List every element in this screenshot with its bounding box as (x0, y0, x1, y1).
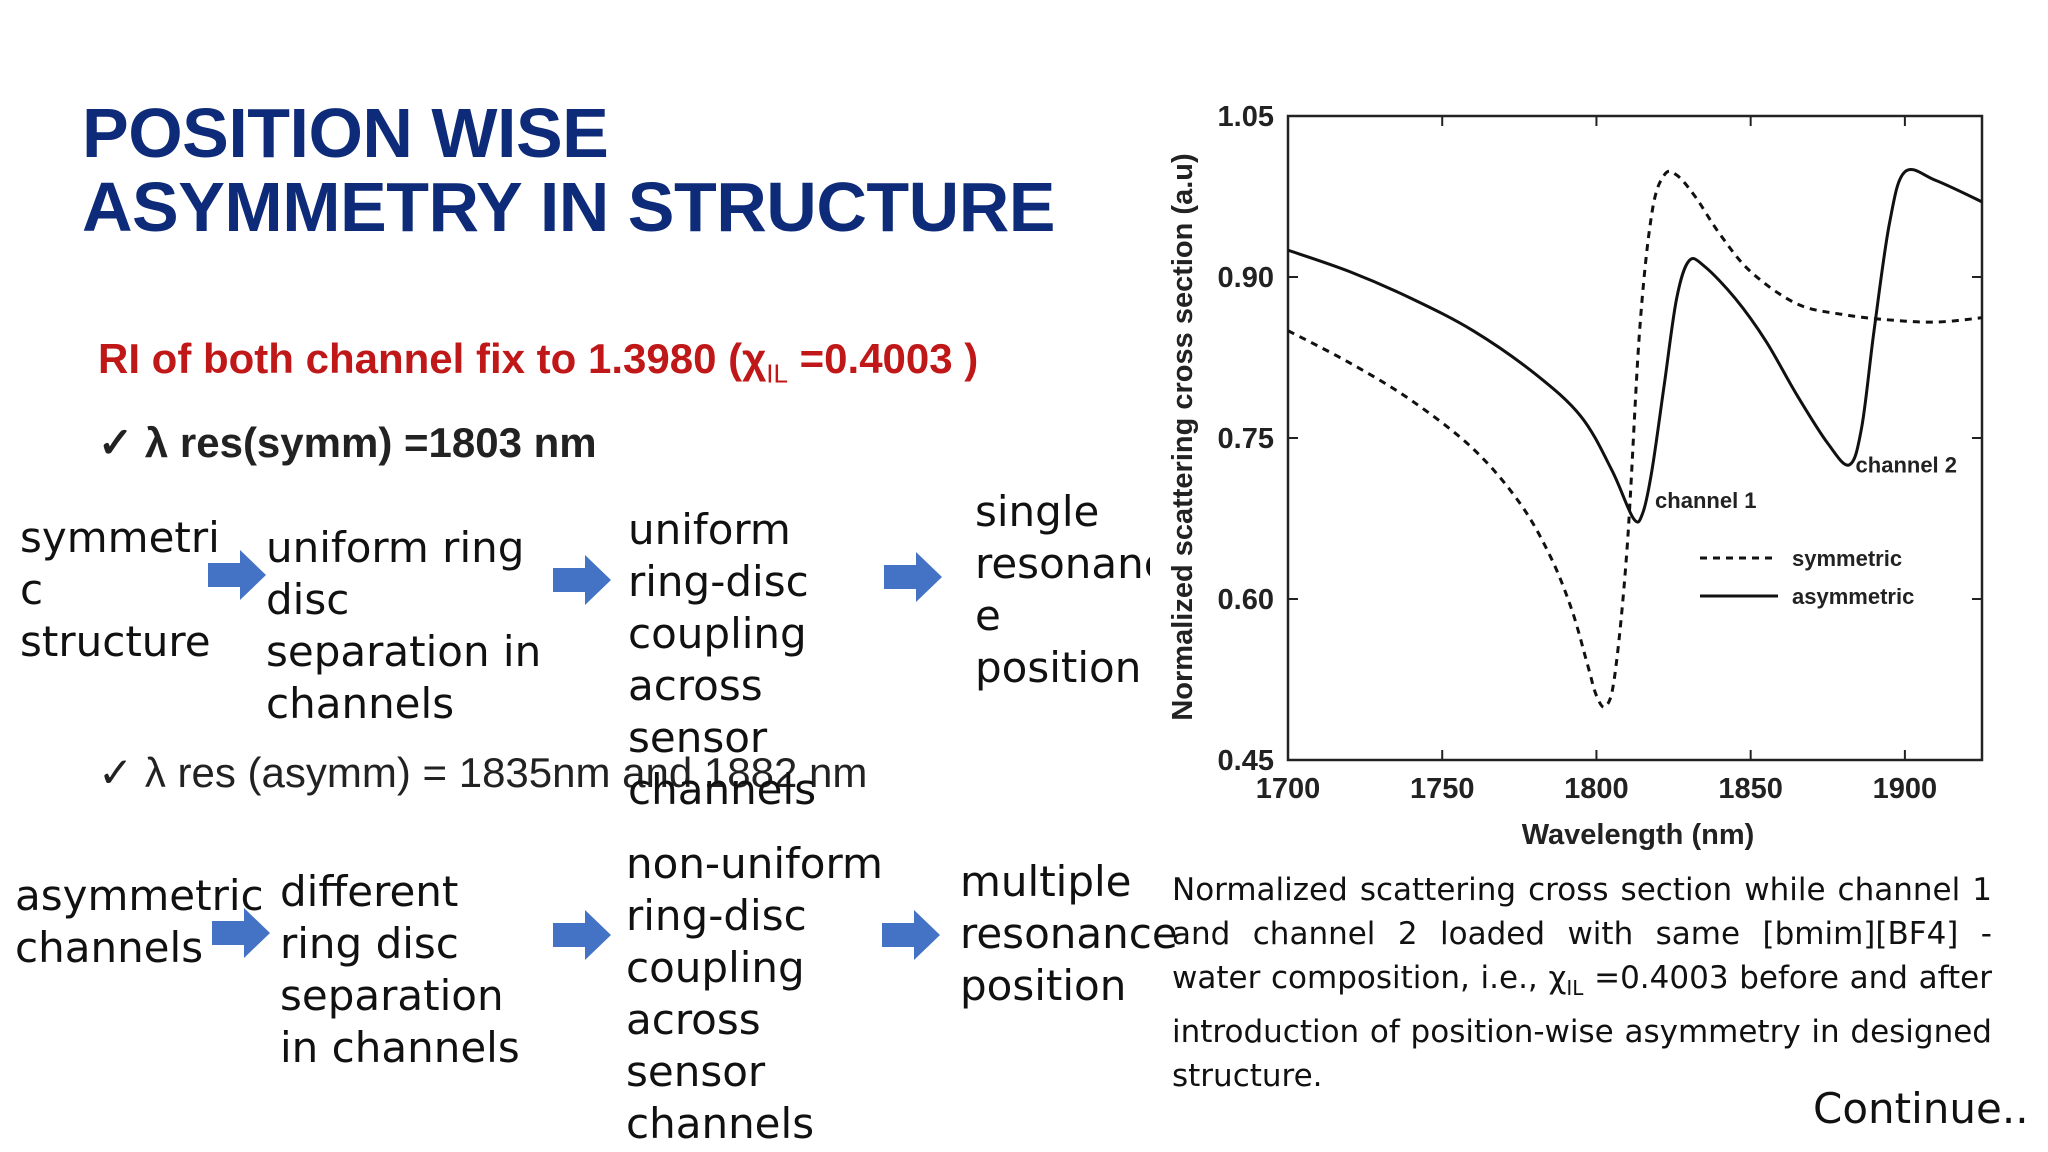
flow-line: e (975, 591, 1001, 640)
check-asymmetric-resonance: ✓ λ res (asymm) = 1835nm and 1882 nm (98, 749, 868, 796)
flow-line: coupling (628, 609, 807, 658)
flow-nonuniform-coupling: non-uniform ring-disc coupling across sensor… (626, 838, 883, 1150)
flow-line: in channels (280, 1023, 520, 1072)
legend-label: asymmetric (1792, 584, 1914, 609)
flow-line: multiple (960, 857, 1132, 906)
flow-arrow-icon (882, 910, 940, 960)
annotation-label: channel 1 (1655, 488, 1756, 513)
ri-suffix: =0.4003 ) (787, 335, 979, 382)
scattering-chart: 1700 1750 1800 1850 1900 0.45 0.60 0.75 0.90 1.05… (1167, 101, 1984, 851)
ri-prefix: RI of both channel fix to 1.3980 (χ (98, 335, 767, 382)
flow-line: position (960, 961, 1127, 1010)
flow-line: resonanc (975, 539, 1150, 588)
flow-arrow-icon (884, 552, 942, 602)
y-tick-label: 0.60 (1218, 584, 1274, 616)
legend-label: symmetric (1792, 546, 1902, 571)
title-line-1: POSITION WISE (82, 94, 609, 172)
flow-line: single (975, 487, 1100, 536)
flow-arrow-icon (553, 910, 611, 960)
flow-line: channels (266, 679, 455, 728)
x-tick-label: 1700 (1256, 773, 1321, 805)
continue-label: Continue.. (1813, 1084, 2029, 1133)
title-line-2: ASYMMETRY IN STRUCTURE (82, 168, 1055, 246)
flow-line: asymmetric (15, 871, 264, 920)
flow-line: different (280, 867, 459, 916)
flow-arrow-icon (212, 908, 270, 958)
y-tick-label: 0.90 (1218, 262, 1274, 294)
flow-line: disc (266, 575, 350, 624)
flow-arrow-icon (208, 550, 266, 600)
flow-line: position (975, 643, 1142, 692)
flow-uniform-separation: uniform ring disc separation in channels (266, 522, 541, 730)
x-axis-label: Wavelength (nm) (1522, 819, 1755, 851)
flow-line: across (628, 661, 763, 710)
flow-line: symmetri (20, 513, 220, 562)
x-tick-label: 1800 (1564, 773, 1629, 805)
flow-line: channels (628, 765, 817, 814)
caption-text: Normalized scattering cross section whil… (1172, 872, 1992, 996)
x-tick-label: 1850 (1718, 773, 1783, 805)
flow-line: sensor (626, 1047, 766, 1096)
flow-different-separation: different ring disc separation in channels (280, 866, 520, 1074)
check-symmetric-resonance: ✓ λ res(symm) =1803 nm (98, 419, 597, 466)
x-tick-label: 1750 (1410, 773, 1475, 805)
ri-statement: RI of both channel fix to 1.3980 (χIL =0… (98, 335, 978, 389)
flow-line: structure (20, 617, 211, 666)
y-axis-label: Normalized scattering cross section (a.u… (1167, 153, 1199, 720)
flow-line: ring-disc (628, 557, 809, 606)
flow-line: resonance (960, 909, 1178, 958)
flow-line: channels (15, 923, 204, 972)
series-line-symmetric (1288, 169, 1982, 709)
flow-asymmetric-channels: asymmetric channels (15, 870, 264, 974)
flow-line: non-uniform (626, 839, 883, 888)
x-tick-label: 1900 (1873, 773, 1938, 805)
flow-uniform-coupling: uniform ring-disc coupling across sensor chan… (628, 504, 816, 816)
flow-line: ring-disc (626, 891, 807, 940)
flow-line: uniform ring (266, 523, 525, 572)
plot-frame (1286, 114, 1984, 762)
flow-line: sensor (628, 713, 768, 762)
ri-subscript: IL (766, 358, 788, 389)
flow-line: ring disc (280, 919, 459, 968)
flow-arrow-icon (553, 555, 611, 605)
y-tick-label: 1.05 (1218, 101, 1274, 133)
flow-single-resonance: single resonanc e position (975, 486, 1150, 694)
flow-multiple-resonance: multiple resonance position (960, 856, 1178, 1012)
y-tick-label: 0.75 (1218, 423, 1274, 455)
slide-title: POSITION WISE ASYMMETRY IN STRUCTURE (82, 96, 1082, 244)
figure-caption: Normalized scattering cross section whil… (1172, 868, 1992, 1098)
flow-line: coupling (626, 943, 805, 992)
flow-line: uniform (628, 505, 791, 554)
flow-line: channels (626, 1099, 815, 1148)
y-tick-label: 0.45 (1218, 745, 1274, 777)
annotation-label: channel 2 (1856, 452, 1957, 477)
flow-line: separation (280, 971, 504, 1020)
flow-line: c (20, 565, 44, 614)
series-line-asymmetric (1288, 167, 1982, 524)
flow-line: across (626, 995, 761, 1044)
caption-subscript: IL (1566, 976, 1584, 1001)
flow-line: separation in (266, 627, 542, 676)
flow-symmetric-structure: symmetri c structure (20, 512, 220, 668)
caption-text-end: =0.4003 before and after introduction of… (1172, 960, 1993, 1095)
